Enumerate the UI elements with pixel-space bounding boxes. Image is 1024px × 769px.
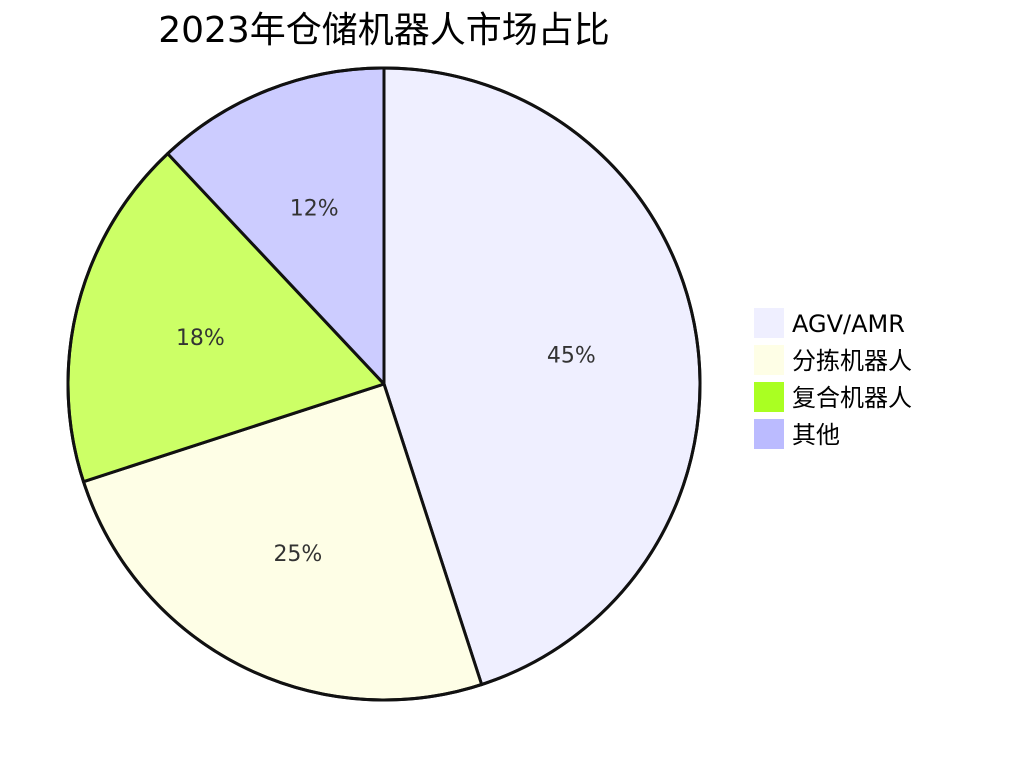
legend-label-0: AGV/AMR — [792, 310, 905, 338]
legend-swatch-1 — [754, 345, 784, 375]
slice-value-label-2: 18% — [176, 326, 225, 351]
slice-labels: 45% 25% 18% 12% — [176, 197, 596, 567]
pie-outline — [66, 66, 702, 702]
legend-swatch-3 — [754, 419, 784, 449]
pie-slices — [66, 66, 702, 702]
slice-value-label-3: 12% — [290, 197, 339, 222]
legend-label-3: 其他 — [792, 421, 840, 449]
legend-label-2: 复合机器人 — [792, 384, 912, 412]
slice-value-label-1: 25% — [273, 542, 322, 567]
slice-value-label-0: 45% — [547, 343, 596, 368]
legend-swatch-2 — [754, 382, 784, 412]
legend-swatch-0 — [754, 308, 784, 338]
legend-label-1: 分拣机器人 — [792, 347, 912, 375]
chart-title: 2023年仓储机器人市场占比 — [158, 10, 610, 51]
